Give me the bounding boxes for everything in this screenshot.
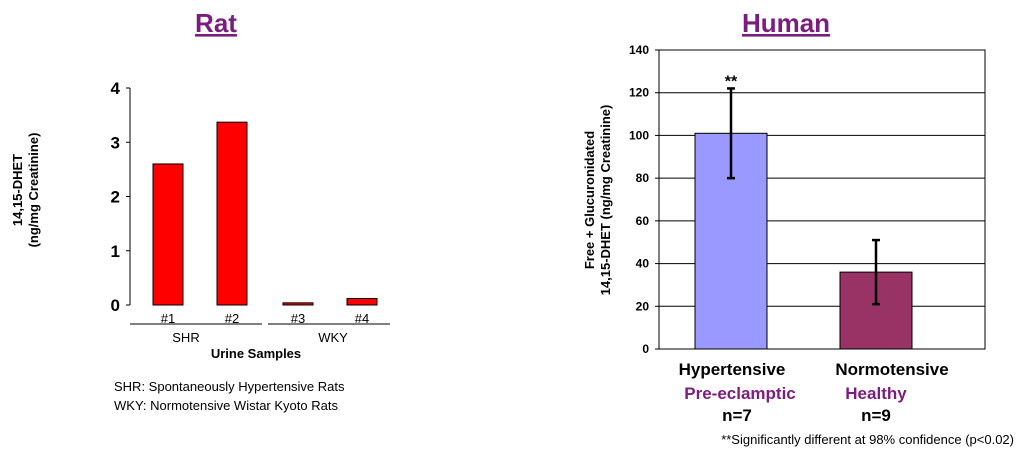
rat-chart: Rat 14,15-DHET (ng/mg Creatinine) 01234 …	[10, 8, 390, 413]
rat-chart-title: Rat	[195, 8, 237, 38]
human-y-tick-label: 20	[636, 299, 650, 313]
human-count-hypertensive: n=7	[722, 406, 752, 425]
human-plot-area	[658, 49, 986, 350]
rat-y-axis-label: 14,15-DHET (ng/mg Creatinine)	[10, 133, 41, 248]
rat-y-tick-label: 2	[111, 188, 120, 207]
human-y-tick-label: 0	[642, 342, 649, 356]
human-y-axis-label-line2: 14,15-DHET (ng/mg Creatinine)	[598, 105, 613, 296]
human-y-tick-label: 120	[629, 86, 649, 100]
rat-y-tick-label: 4	[111, 79, 121, 98]
rat-bar-2	[216, 121, 248, 306]
rat-x-axis-label: Urine Samples	[211, 346, 301, 361]
rat-x-tick-label: #1	[161, 311, 175, 326]
rat-bars	[152, 121, 378, 306]
rat-group-wky-label: WKY	[318, 330, 348, 345]
rat-y-axis-label-line1: 14,15-DHET	[10, 154, 25, 226]
human-subcategory-healthy: Healthy	[845, 384, 907, 403]
rat-y-tick-label: 3	[111, 133, 120, 152]
rat-y-ticks: 0 1 2 3 4	[111, 79, 130, 315]
rat-x-tick-label: #2	[225, 311, 239, 326]
human-count-normotensive: n=9	[861, 406, 891, 425]
human-y-tick-label: 80	[636, 171, 650, 185]
rat-x-tick-label: #3	[291, 311, 305, 326]
human-chart-title: Human	[742, 8, 830, 38]
rat-footnote-shr: SHR: Spontaneously Hypertensive Rats	[114, 379, 345, 394]
rat-footnote-wky: WKY: Normotensive Wistar Kyoto Rats	[114, 398, 338, 413]
rat-y-axis-label-line2: (ng/mg Creatinine)	[26, 133, 41, 248]
rat-bar-1	[152, 163, 184, 306]
human-category-hypertensive: Hypertensive	[679, 360, 786, 379]
human-y-tick-label: 140	[629, 43, 649, 57]
rat-bar-4	[346, 297, 378, 306]
rat-bar-3	[282, 302, 314, 306]
human-y-tick-label: 40	[636, 257, 650, 271]
rat-x-tick-label: #4	[355, 311, 369, 326]
human-y-tick-label: 100	[629, 128, 649, 142]
rat-y-tick-label: 0	[111, 296, 120, 315]
human-chart: Human Free + Glucuronidated 14,15-DHET (…	[582, 8, 1014, 447]
human-subcategory-preeclamptic: Pre-eclamptic	[684, 384, 796, 403]
human-footnote: **Significantly different at 98% confide…	[721, 432, 1014, 447]
human-category-normotensive: Normotensive	[835, 360, 948, 379]
human-y-ticks: 0 20 40 60 80 100 120 140	[629, 43, 659, 356]
human-y-axis-label-line1: Free + Glucuronidated	[582, 131, 597, 269]
human-y-tick-label: 60	[636, 214, 650, 228]
rat-group-shr-label: SHR	[172, 330, 199, 345]
human-error-bars	[727, 87, 880, 306]
human-significance-marker: **	[725, 73, 738, 90]
rat-y-tick-label: 1	[111, 242, 120, 261]
rat-x-tick-labels: #1 #2 #3 #4	[161, 311, 369, 326]
human-y-axis-label: Free + Glucuronidated 14,15-DHET (ng/mg …	[582, 105, 613, 296]
